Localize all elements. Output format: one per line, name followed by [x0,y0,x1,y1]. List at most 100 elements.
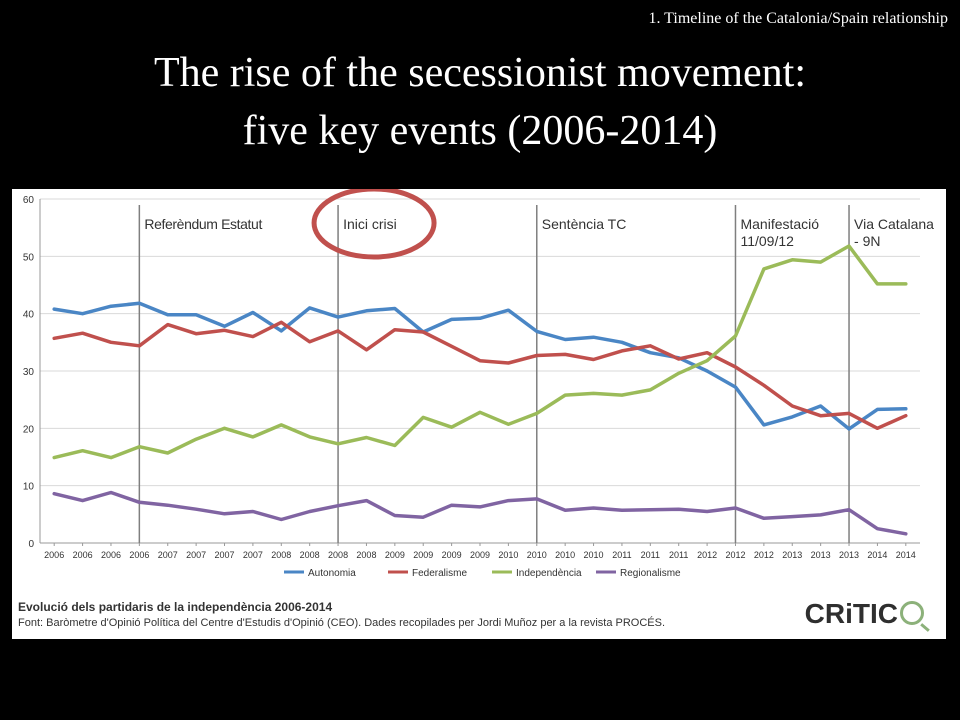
magnifier-plus-icon [900,601,924,625]
legend-label-federalisme: Federalisme [412,568,467,579]
data-point-autonomia [535,330,538,333]
data-point-regionalisme [706,510,708,513]
legend-label-autonomia: Autonomia [308,568,356,579]
data-point-autonomia [649,351,652,354]
data-point-regionalisme [252,510,254,513]
data-point-federalisme [564,353,566,356]
data-point-regionalisme [535,498,538,500]
x-tick-label: 2009 [470,550,490,560]
data-point-regionalisme [337,504,339,507]
series-line-independencia [52,244,908,460]
data-point-independencia [308,436,311,438]
data-point-autonomia [138,302,141,305]
data-point-regionalisme [763,517,765,520]
x-tick-label: 2007 [215,550,235,560]
event-label: Via Catalana [854,216,934,232]
data-point-federalisme [791,405,794,407]
data-point-regionalisme [649,508,652,511]
data-point-federalisme [848,412,850,415]
x-tick-label: 2012 [754,550,774,560]
data-point-independencia [337,443,339,445]
x-tick-label: 2013 [811,550,831,560]
data-point-independencia [280,424,283,426]
data-point-regionalisme [791,515,794,518]
event-label: Inici crisi [343,216,397,232]
x-tick-label: 2006 [101,550,121,560]
data-point-independencia [394,444,396,447]
x-tick-label: 2013 [839,550,859,560]
data-point-regionalisme [905,533,907,535]
data-point-federalisme [649,344,652,347]
data-point-autonomia [763,424,765,426]
data-point-independencia [138,445,141,448]
highlight-circle [311,189,437,260]
data-point-independencia [479,411,481,414]
data-point-autonomia [195,314,197,316]
data-point-federalisme [195,332,197,335]
data-point-independencia [592,392,595,395]
data-point-federalisme [592,358,595,361]
data-point-autonomia [308,307,311,309]
legend-label-independencia: Independència [516,568,582,579]
data-point-federalisme [535,354,538,357]
data-point-autonomia [819,405,822,407]
data-point-regionalisme [819,514,822,516]
event-label-line2: 11/09/12 [740,233,794,249]
data-point-autonomia [223,325,226,328]
data-point-independencia [791,258,794,261]
slide-section-tag: 1. Timeline of the Catalonia/Spain relat… [648,10,948,27]
x-tick-label: 2012 [725,550,745,560]
legend-label-regionalisme: Regionalisme [620,568,681,579]
data-point-federalisme [138,344,141,347]
data-point-independencia [450,426,453,428]
data-point-independencia [734,335,737,337]
chart-panel: 0 10 20 30 40 50 60 2006 2006 2006 2006 2007 2007 200… [12,189,946,639]
data-point-autonomia [507,309,510,312]
data-point-federalisme [337,330,339,332]
data-point-independencia [848,245,850,247]
data-point-independencia [621,394,623,396]
data-point-federalisme [507,362,510,364]
event-label: Referèndum Estatut [144,216,262,232]
critic-logo: CRiTIC [805,598,924,630]
data-point-regionalisme [308,510,311,513]
x-tick-label: 2012 [697,550,717,560]
data-point-independencia [223,427,226,430]
data-point-autonomia [280,330,283,332]
data-point-independencia [905,283,907,285]
data-point-regionalisme [223,512,226,515]
data-point-federalisme [677,358,680,360]
data-point-regionalisme [422,516,425,518]
data-point-regionalisme [876,527,879,530]
data-point-independencia [649,389,652,391]
data-point-autonomia [848,428,850,430]
y-tick-label: 60 [23,195,35,206]
x-tick-label: 2009 [442,550,462,560]
data-point-regionalisme [365,499,368,502]
data-point-independencia [564,394,566,396]
data-point-federalisme [53,337,55,340]
event-label: Sentència TC [542,216,627,232]
data-point-independencia [195,438,197,441]
x-tick-label: 2011 [641,550,660,560]
data-point-independencia [819,261,822,263]
data-point-federalisme [876,427,879,430]
y-tick-label: 20 [23,424,35,435]
data-point-federalisme [479,359,481,362]
data-point-autonomia [479,317,481,320]
x-tick-label: 2007 [186,550,206,560]
data-point-regionalisme [280,518,283,521]
data-point-federalisme [450,345,453,348]
data-point-autonomia [166,314,169,316]
series-line-autonomia [52,301,908,431]
data-point-federalisme [706,351,708,354]
x-tick-label: 2007 [243,550,263,560]
data-point-autonomia [394,307,396,310]
line-chart: 0 10 20 30 40 50 60 2006 2006 2006 2006 2007 2007 200… [23,189,934,579]
data-point-autonomia [621,341,623,344]
data-point-regionalisme [53,492,55,495]
data-point-regionalisme [195,508,197,510]
x-tick-label: 2010 [584,550,604,560]
x-tick-label: 2006 [129,550,149,560]
data-point-federalisme [110,341,112,344]
